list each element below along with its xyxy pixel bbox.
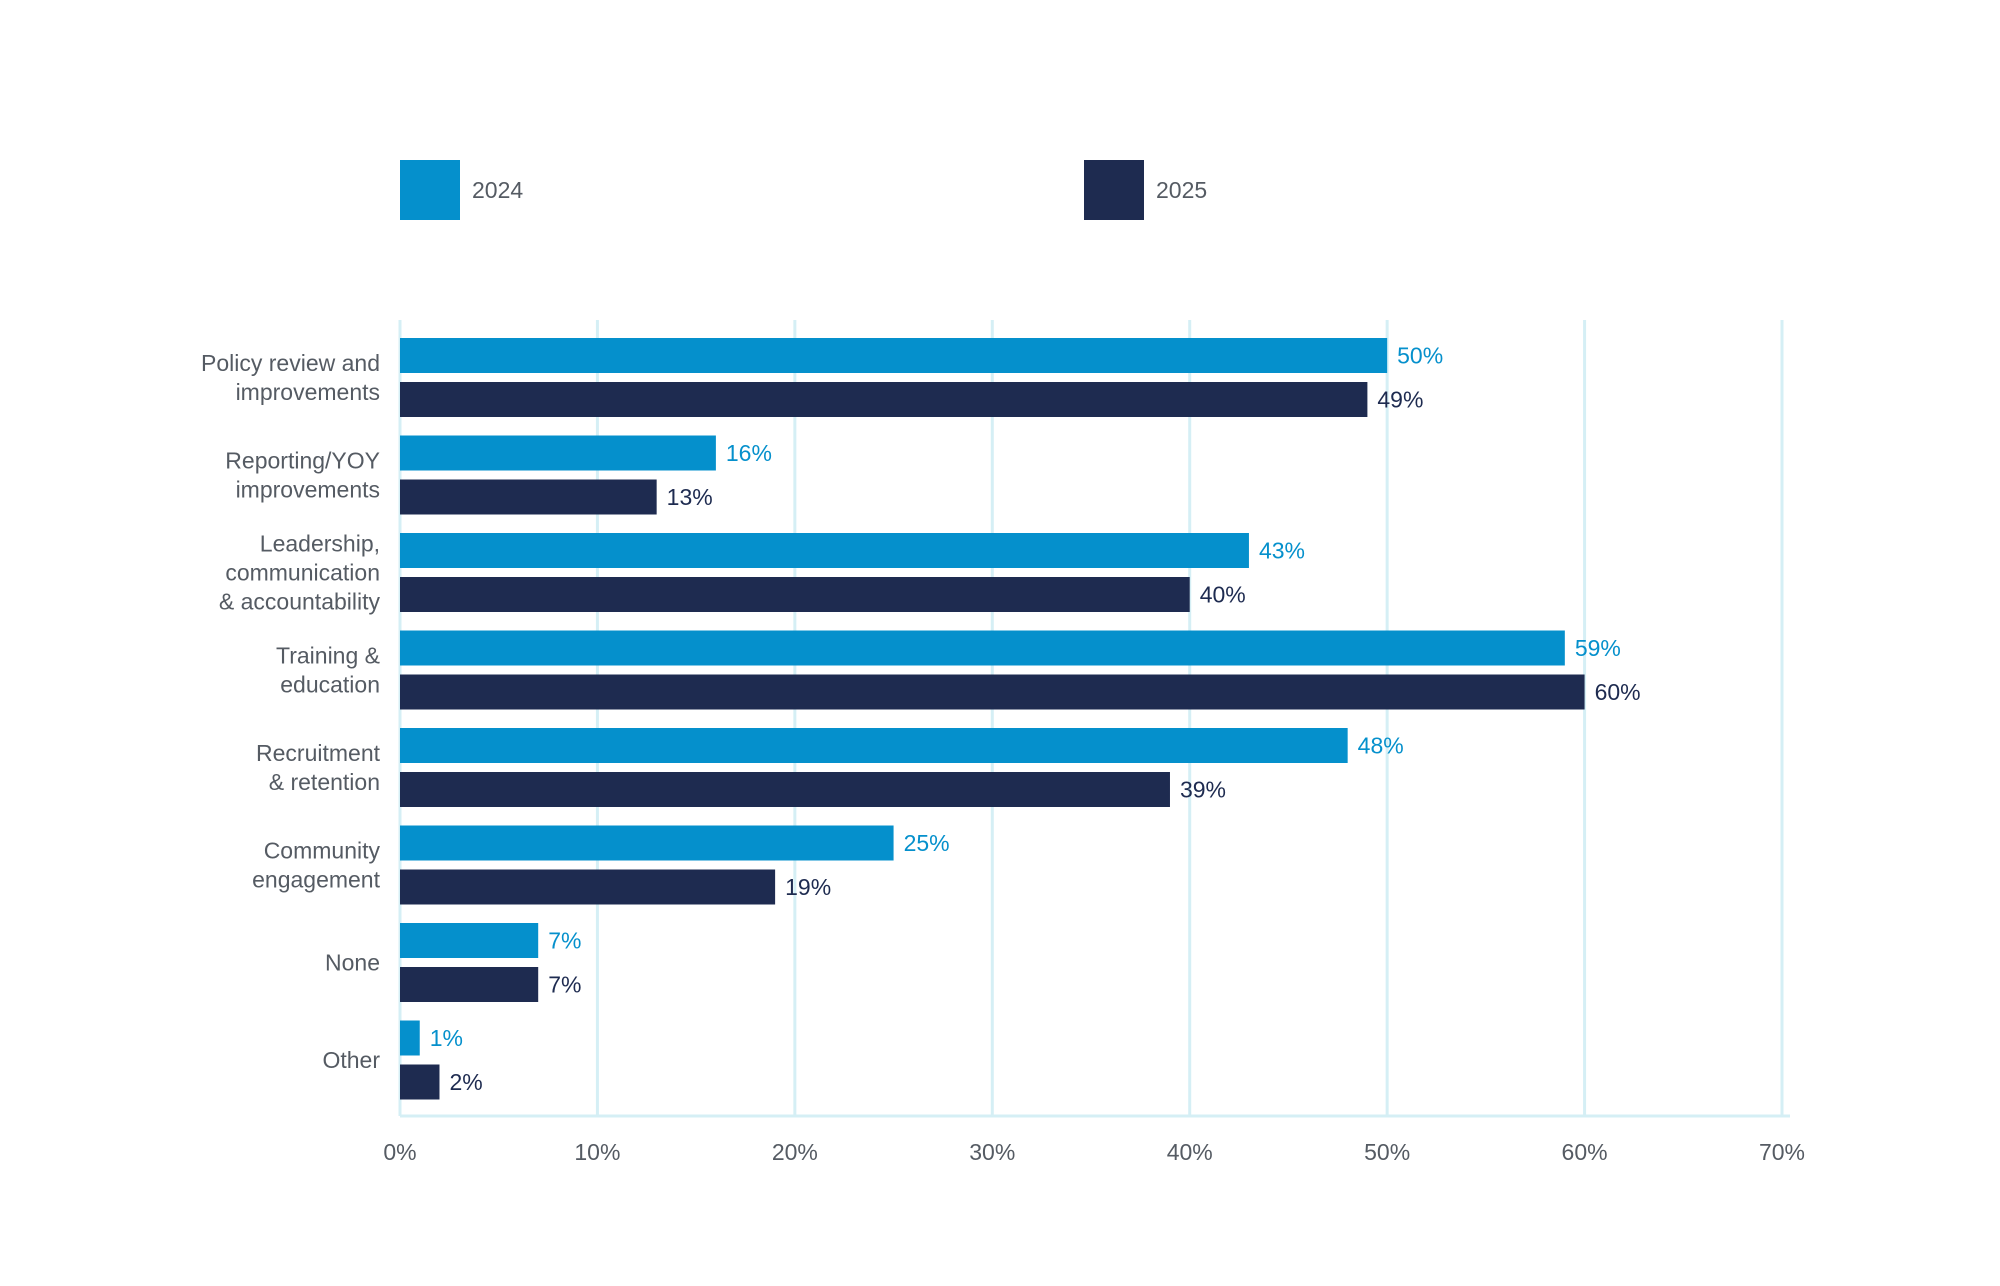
category-label-line: & retention bbox=[269, 769, 380, 795]
value-label: 40% bbox=[1200, 582, 1246, 608]
category-label-line: Training & bbox=[276, 643, 380, 669]
legend-swatch-2025 bbox=[1084, 160, 1144, 220]
bar-2024 bbox=[400, 1020, 420, 1056]
legend-label: 2025 bbox=[1156, 177, 1207, 203]
category-label-line: improvements bbox=[236, 477, 380, 503]
bar-2025 bbox=[400, 967, 539, 1002]
category-label: Other bbox=[322, 1047, 380, 1073]
category-label-line: Policy review and bbox=[201, 350, 380, 376]
bar-2024 bbox=[400, 923, 539, 958]
category-label: Training & education bbox=[276, 643, 380, 698]
x-tick-label: 10% bbox=[574, 1139, 620, 1165]
x-tick-label: 20% bbox=[772, 1139, 818, 1165]
category-label: Recruitment & retention bbox=[256, 740, 381, 795]
value-label: 16% bbox=[726, 440, 772, 466]
x-tick-label: 60% bbox=[1562, 1139, 1608, 1165]
value-label: 48% bbox=[1358, 733, 1404, 759]
category-label: Reporting/YOY improvements bbox=[225, 448, 380, 503]
bar-2025 bbox=[400, 1064, 440, 1100]
value-label: 59% bbox=[1575, 635, 1621, 661]
bar-2025 bbox=[400, 674, 1585, 710]
value-label: 60% bbox=[1595, 679, 1641, 705]
category-label-line: engagement bbox=[252, 867, 380, 893]
category-label: Community engagement bbox=[252, 838, 380, 893]
legend: 2024 2025 bbox=[400, 160, 1207, 220]
x-axis-ticks: 0% 10% 20% 30% 40% 50% 60% 70% bbox=[383, 1139, 1805, 1165]
bar-2025 bbox=[400, 479, 657, 515]
bar-2024 bbox=[400, 630, 1565, 666]
value-label: 13% bbox=[667, 484, 713, 510]
x-tick-label: 50% bbox=[1364, 1139, 1410, 1165]
category-label: Leadership, communication & accountability bbox=[219, 531, 381, 615]
bar-2024 bbox=[400, 728, 1348, 763]
bar-2025 bbox=[400, 382, 1368, 417]
bar-2024 bbox=[400, 533, 1249, 568]
value-label: 2% bbox=[449, 1069, 482, 1095]
category-label-line: Other bbox=[322, 1047, 380, 1073]
category-label-line: Leadership, bbox=[260, 531, 380, 557]
x-tick-label: 40% bbox=[1167, 1139, 1213, 1165]
x-tick-label: 70% bbox=[1759, 1139, 1805, 1165]
bars: 50% 49% 16% 13% 43% 40% 59% 60% 48% 39% 25% 19% 7% 7%… bbox=[400, 338, 1641, 1100]
bar-2025 bbox=[400, 869, 776, 905]
category-labels: Policy review and improvementsReporting/Y… bbox=[201, 350, 381, 1073]
bar-2025 bbox=[400, 577, 1190, 612]
category-label-line: Recruitment bbox=[256, 740, 381, 766]
x-tick-label: 0% bbox=[383, 1139, 416, 1165]
category-label-line: Reporting/YOY bbox=[225, 448, 380, 474]
category-label-line: Community bbox=[264, 838, 381, 864]
bar-2024 bbox=[400, 435, 716, 471]
bar-2025 bbox=[400, 772, 1170, 807]
value-label: 7% bbox=[548, 972, 581, 998]
x-tick-label: 30% bbox=[969, 1139, 1015, 1165]
value-label: 7% bbox=[548, 928, 581, 954]
value-label: 39% bbox=[1180, 777, 1226, 803]
bar-2024 bbox=[400, 825, 894, 861]
value-label: 43% bbox=[1259, 538, 1305, 564]
category-label: Policy review and improvements bbox=[201, 350, 380, 405]
legend-label: 2024 bbox=[472, 177, 523, 203]
legend-swatch-2024 bbox=[400, 160, 460, 220]
value-label: 50% bbox=[1397, 343, 1443, 369]
value-label: 25% bbox=[904, 830, 950, 856]
category-label-line: improvements bbox=[236, 379, 380, 405]
category-label-line: communication bbox=[225, 560, 380, 586]
value-label: 19% bbox=[785, 874, 831, 900]
bar-2024 bbox=[400, 338, 1388, 373]
category-label-line: education bbox=[280, 672, 380, 698]
category-label: None bbox=[325, 950, 380, 976]
category-label-line: None bbox=[325, 950, 380, 976]
value-label: 49% bbox=[1377, 387, 1423, 413]
value-label: 1% bbox=[430, 1025, 463, 1051]
category-label-line: & accountability bbox=[219, 589, 381, 615]
